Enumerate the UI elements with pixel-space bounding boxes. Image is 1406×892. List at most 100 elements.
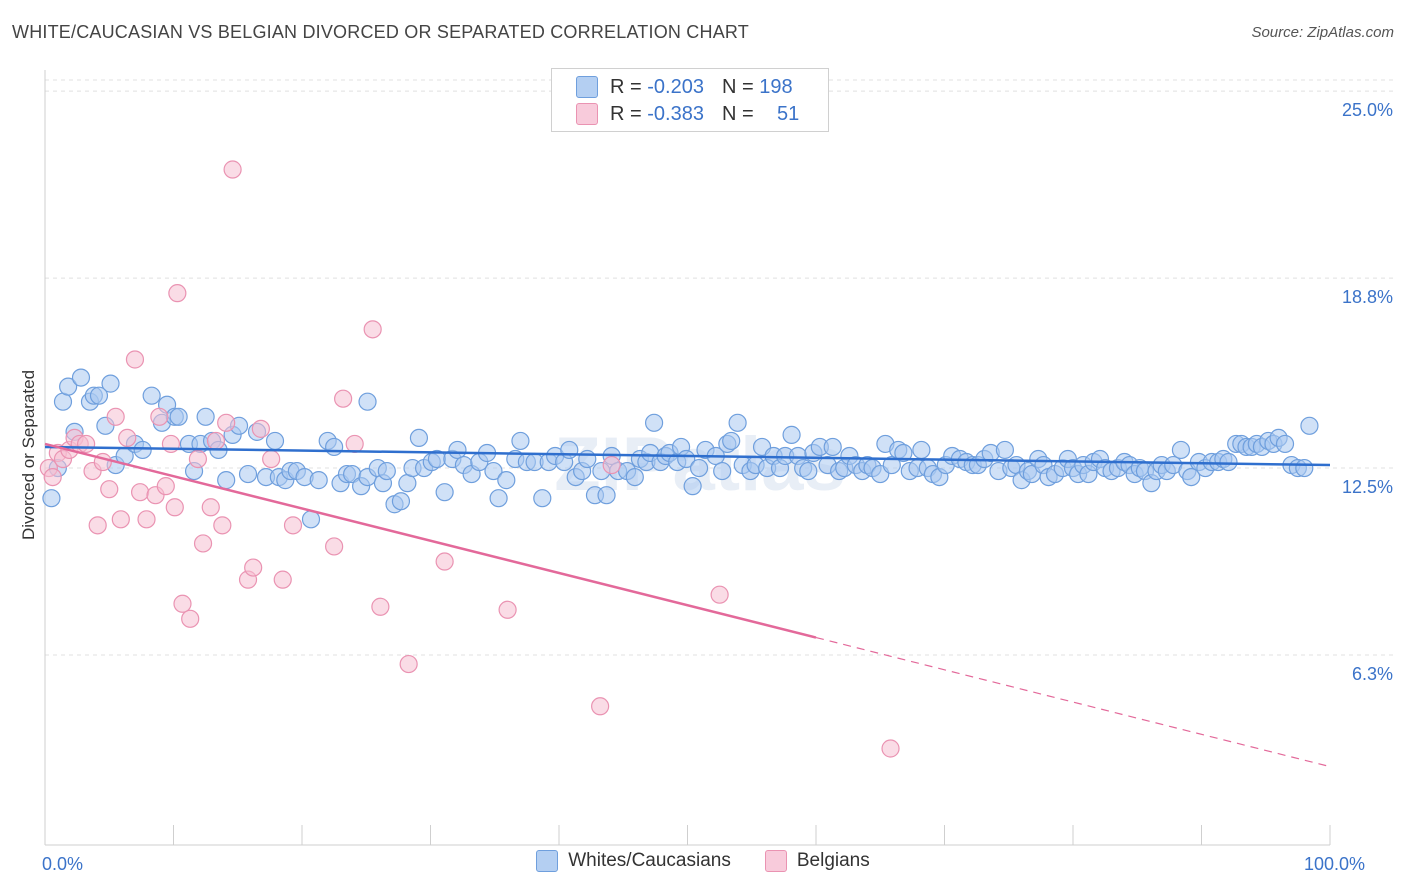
point-whites <box>489 489 508 508</box>
point-whites <box>722 431 741 451</box>
point-belgians <box>881 739 900 758</box>
point-whites <box>1171 440 1191 460</box>
point-belgians <box>181 609 200 628</box>
point-belgians <box>137 510 156 529</box>
point-belgians <box>206 431 226 451</box>
series-legend-whites: Whites/Caucasians <box>536 850 731 872</box>
legend-n-value: 51 <box>776 102 800 125</box>
point-whites <box>42 489 61 508</box>
series-swatch-pink <box>764 850 787 872</box>
point-belgians <box>173 594 192 613</box>
point-whites <box>823 437 842 457</box>
point-whites <box>560 440 579 460</box>
point-belgians <box>334 389 353 408</box>
point-whites <box>101 374 120 393</box>
legend-row-belgians: R = -0.383 N = 51 <box>576 102 799 126</box>
point-whites <box>309 471 328 490</box>
trend-line-whites <box>44 445 1331 467</box>
legend-n-label: N = <box>721 75 760 98</box>
point-whites <box>497 471 516 490</box>
point-belgians <box>156 477 175 496</box>
point-whites <box>217 471 236 490</box>
point-belgians <box>251 419 270 438</box>
point-belgians <box>602 455 621 475</box>
point-whites <box>325 437 344 457</box>
point-whites <box>142 386 161 405</box>
point-whites <box>995 440 1014 460</box>
legend-r-label: R = <box>610 75 648 98</box>
point-belgians <box>399 654 418 674</box>
point-whites <box>53 392 73 411</box>
legend-r-value: -0.203 <box>647 75 704 98</box>
point-belgians <box>150 407 169 426</box>
x-tick-label: 100.0% <box>1304 854 1365 874</box>
stats-legend: R = -0.203 N = 198 R = -0.383 N = 51 <box>551 68 829 132</box>
point-whites <box>1300 416 1319 435</box>
series-legend-belgians: Belgians <box>764 850 870 872</box>
y-tick-label: 25.0% <box>1342 100 1393 120</box>
point-whites <box>912 440 931 460</box>
point-whites <box>511 431 530 451</box>
series-legend: Whites/Caucasians Belgians <box>0 850 1406 872</box>
point-belgians <box>223 160 242 179</box>
point-whites <box>1295 458 1314 478</box>
point-whites <box>484 461 503 481</box>
point-whites <box>597 486 616 505</box>
point-whites <box>1275 434 1295 454</box>
point-whites <box>683 477 702 496</box>
point-belgians <box>244 558 263 577</box>
point-whites <box>894 443 913 463</box>
point-belgians <box>371 597 390 616</box>
legend-swatch-pink <box>576 103 598 125</box>
point-belgians <box>201 498 220 517</box>
point-belgians <box>217 413 236 432</box>
point-whites <box>799 461 818 481</box>
point-belgians <box>498 600 517 619</box>
point-whites <box>644 413 664 432</box>
point-whites <box>1182 468 1201 487</box>
point-whites <box>625 468 644 487</box>
point-belgians <box>188 449 208 469</box>
point-whites <box>728 413 747 432</box>
trend-line-belgians <box>44 442 817 639</box>
point-whites <box>782 425 801 444</box>
point-whites <box>71 368 91 387</box>
legend-r-value: -0.383 <box>647 102 704 125</box>
point-whites <box>265 431 285 451</box>
point-belgians <box>435 552 454 571</box>
point-belgians <box>43 468 62 487</box>
point-belgians <box>100 480 119 499</box>
series-swatch-blue <box>536 850 559 872</box>
y-axis-label: Divorced or Separated <box>19 370 38 540</box>
point-whites <box>358 392 377 411</box>
point-whites <box>882 455 901 475</box>
point-belgians <box>710 585 729 604</box>
point-belgians <box>130 483 150 502</box>
point-belgians <box>106 407 125 426</box>
point-belgians <box>111 510 130 529</box>
point-belgians <box>325 537 344 556</box>
point-belgians <box>283 516 303 535</box>
point-whites <box>409 428 429 447</box>
point-whites <box>59 377 78 396</box>
point-whites <box>1219 452 1238 472</box>
point-whites <box>448 440 467 460</box>
y-tick-label: 18.8% <box>1342 287 1393 307</box>
point-belgians <box>213 516 232 535</box>
point-belgians <box>118 428 137 447</box>
point-whites <box>89 386 109 405</box>
legend-n-label: N = <box>721 102 760 125</box>
point-whites <box>689 458 709 478</box>
chart-title: WHITE/CAUCASIAN VS BELGIAN DIVORCED OR S… <box>12 22 749 42</box>
point-belgians <box>273 570 292 589</box>
point-belgians <box>77 434 96 454</box>
point-whites <box>133 440 152 460</box>
x-tick-label: 0.0% <box>42 854 83 874</box>
legend-swatch-blue <box>576 76 598 98</box>
point-belgians <box>168 284 187 303</box>
point-whites <box>391 492 411 511</box>
point-whites <box>435 483 454 502</box>
legend-r-label: R = <box>610 102 648 125</box>
point-whites <box>533 489 552 508</box>
